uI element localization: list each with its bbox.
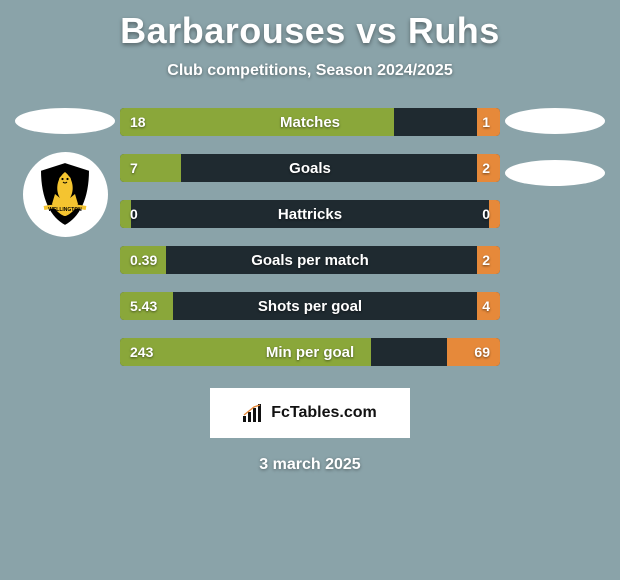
right-team-ellipse: [505, 160, 605, 186]
stat-label: Min per goal: [120, 344, 500, 361]
left-team-crest: WELLINGTON: [23, 152, 108, 237]
stat-row: 0.392Goals per match: [120, 246, 500, 274]
stat-row: 72Goals: [120, 154, 500, 182]
brand-box[interactable]: FcTables.com: [210, 388, 410, 438]
brand-logo-icon: [243, 404, 265, 422]
page-subtitle: Club competitions, Season 2024/2025: [0, 62, 620, 80]
brand-text: FcTables.com: [271, 404, 377, 422]
stat-label: Hattricks: [120, 206, 500, 223]
left-player-column: WELLINGTON: [10, 108, 120, 237]
stat-label: Goals per match: [120, 252, 500, 269]
stat-label: Shots per goal: [120, 298, 500, 315]
right-player-column: [500, 108, 610, 186]
stat-bars: 181Matches 72Goals 00Hattricks 0.392Goals p…: [120, 108, 500, 366]
left-player-name-ellipse: [15, 108, 115, 134]
comparison-content: WELLINGTON 181Matches 72Goals 00Hattricks 0…: [0, 108, 620, 366]
footer-date: 3 march 2025: [0, 456, 620, 474]
svg-text:WELLINGTON: WELLINGTON: [48, 207, 82, 213]
stat-row: 5.434Shots per goal: [120, 292, 500, 320]
page-title: Barbarouses vs Ruhs: [0, 0, 620, 52]
stat-row: 24369Min per goal: [120, 338, 500, 366]
stat-label: Goals: [120, 160, 500, 177]
wellington-phoenix-icon: WELLINGTON: [30, 160, 100, 230]
stat-row: 181Matches: [120, 108, 500, 136]
right-player-name-ellipse: [505, 108, 605, 134]
stat-label: Matches: [120, 114, 500, 131]
stat-row: 00Hattricks: [120, 200, 500, 228]
